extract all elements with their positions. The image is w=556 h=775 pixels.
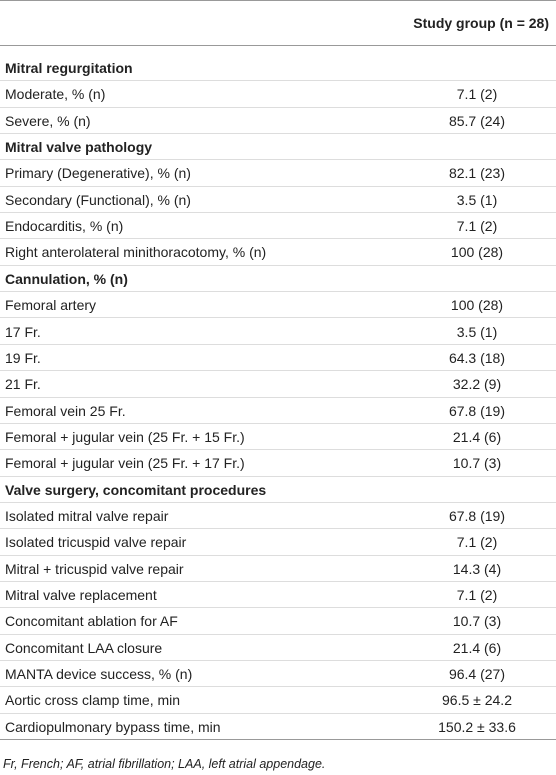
table-row: Primary (Degenerative), % (n) 82.1 (23) [0,160,556,187]
row-value: 7.1 (2) [456,218,498,235]
footnote: Fr, French; AF, atrial fibrillation; LAA… [3,757,326,771]
section-row: Cannulation, % (n) [0,266,556,293]
row-value: 67.8 (19) [448,402,506,419]
row-value: 3.5 (1) [456,191,498,208]
section-row: Mitral valve pathology [0,134,556,161]
section-label: Mitral valve pathology [5,139,153,156]
row-value: 10.7 (3) [452,455,502,472]
section-row: Mitral regurgitation [0,55,556,82]
row-label: Isolated tricuspid valve repair [5,534,187,551]
row-value: 7.1 (2) [456,534,498,551]
table-row: Severe, % (n) 85.7 (24) [0,108,556,135]
table-row: Isolated mitral valve repair 67.8 (19) [0,503,556,530]
row-label: MANTA device success, % (n) [5,666,193,683]
table-row: Isolated tricuspid valve repair 7.1 (2) [0,529,556,556]
table-row: Endocarditis, % (n) 7.1 (2) [0,213,556,240]
row-value: 7.1 (2) [456,587,498,603]
table-row: Concomitant LAA closure 21.4 (6) [0,635,556,662]
table-row: 17 Fr. 3.5 (1) [0,319,556,345]
section-label: Mitral regurgitation [5,60,133,76]
row-value: 21.4 (6) [452,639,502,656]
row-label: Femoral vein 25 Fr. [5,402,126,419]
row-value: 100 (28) [450,244,504,261]
table-row: Mitral + tricuspid valve repair 14.3 (4) [0,556,556,582]
row-value: 21.4 (6) [452,428,502,445]
row-value: 96.5 ± 24.2 [442,692,512,709]
row-label: 19 Fr. [5,349,41,366]
table-row: Femoral vein 25 Fr. 67.8 (19) [0,398,556,424]
row-label: Femoral + jugular vein (25 Fr. + 17 Fr.) [5,455,245,472]
table-row: Secondary (Functional), % (n) 3.5 (1) [0,187,556,214]
row-label: Mitral + tricuspid valve repair [5,560,184,577]
section-label: Cannulation, % (n) [5,270,128,287]
row-label: Severe, % (n) [5,112,91,129]
row-label: Aortic cross clamp time, min [5,692,181,709]
row-label: Femoral artery [5,297,97,314]
table-row: Concomitant ablation for AF 10.7 (3) [0,608,556,635]
row-label: 17 Fr. [5,323,41,340]
row-label: Endocarditis, % (n) [5,218,124,235]
row-label: Right anterolateral minithoracotomy, % (… [5,244,267,261]
table-row: Aortic cross clamp time, min 96.5 ± 24.2 [0,687,556,714]
row-value: 32.2 (9) [452,376,502,393]
row-label: 21 Fr. [5,376,41,393]
table-row: MANTA device success, % (n) 96.4 (27) [0,661,556,688]
table-row: Femoral + jugular vein (25 Fr. + 15 Fr.)… [0,424,556,451]
row-value: 10.7 (3) [452,613,502,630]
section-label: Valve surgery, concomitant procedures [5,481,267,498]
row-label: Mitral valve replacement [5,587,157,603]
row-value: 100 (28) [450,297,504,314]
row-value: 14.3 (4) [452,560,502,577]
table-row: Femoral artery 100 (28) [0,292,556,319]
row-label: Cardiopulmonary bypass time, min [5,718,221,735]
row-label: Concomitant LAA closure [5,639,163,656]
row-label: Primary (Degenerative), % (n) [5,165,191,182]
table-row: Mitral valve replacement 7.1 (2) [0,582,556,609]
row-label: Femoral + jugular vein (25 Fr. + 15 Fr.) [5,428,245,445]
table-row: Cardiopulmonary bypass time, min 150.2 ± … [0,714,556,741]
row-value: 67.8 (19) [448,507,506,524]
section-row: Valve surgery, concomitant procedures [0,477,556,503]
row-label: Moderate, % (n) [5,86,106,103]
table-row: Femoral + jugular vein (25 Fr. + 17 Fr.)… [0,450,556,477]
row-value: 96.4 (27) [448,666,506,683]
row-label: Secondary (Functional), % (n) [5,191,191,208]
row-label: Isolated mitral valve repair [5,507,169,524]
table-row: Moderate, % (n) 7.1 (2) [0,81,556,108]
table-row: Right anterolateral minithoracotomy, % (… [0,239,556,266]
table-row: 21 Fr. 32.2 (9) [0,371,556,398]
header-cell: Study group (n = 28) [413,15,549,31]
table-row: 19 Fr. 64.3 (18) [0,345,556,372]
row-label: Concomitant ablation for AF [5,613,178,630]
row-value: 3.5 (1) [456,323,498,340]
table-header: Study group (n = 28) [0,0,556,46]
row-value: 150.2 ± 33.6 [438,718,516,735]
row-value: 7.1 (2) [456,86,498,103]
row-value: 82.1 (23) [448,165,506,182]
row-value: 64.3 (18) [448,349,506,366]
row-value: 85.7 (24) [448,112,506,129]
